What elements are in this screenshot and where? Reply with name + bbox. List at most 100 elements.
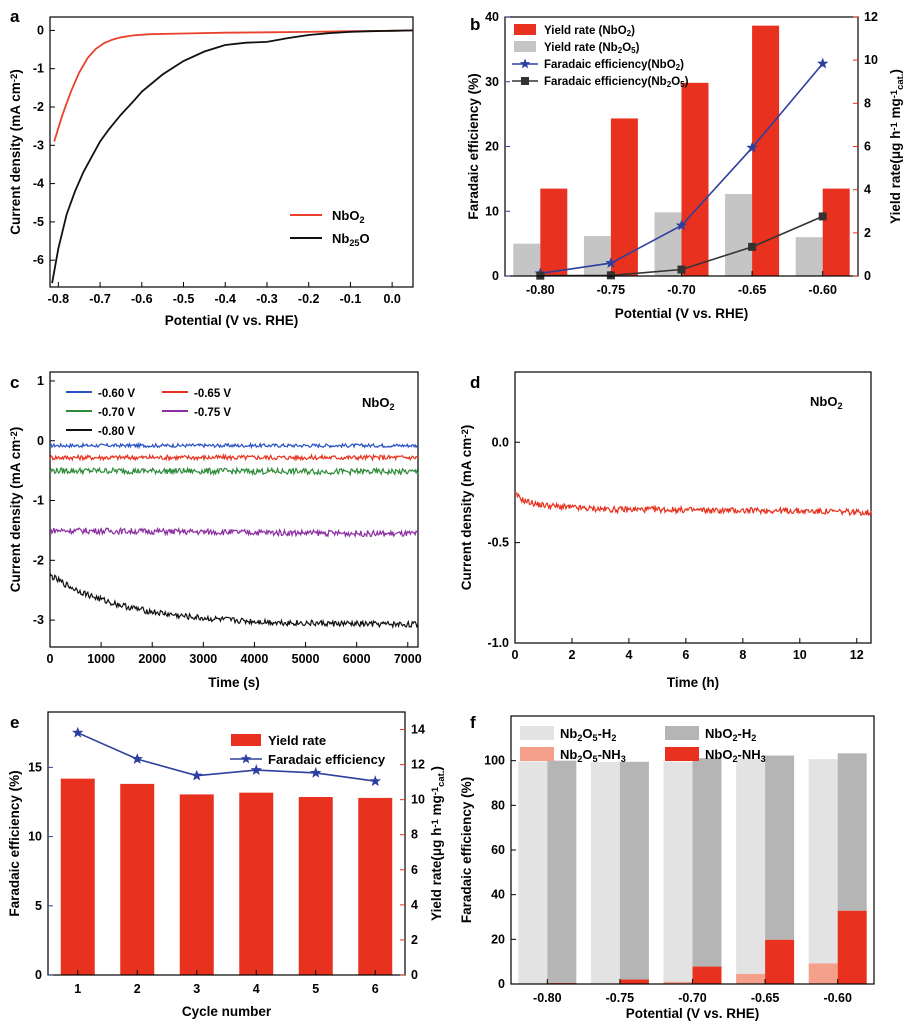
x-tick-label-e: 2 bbox=[134, 982, 141, 996]
y2-tick-label-e: 6 bbox=[411, 863, 418, 877]
x-tick-label-a: -0.3 bbox=[256, 292, 278, 306]
x-tick-label-c: 7000 bbox=[394, 652, 422, 666]
x-tick-label-b: -0.80 bbox=[526, 283, 555, 297]
legend-label-b-0: Yield rate (NbO2) bbox=[544, 25, 635, 38]
plot-frame-c bbox=[49, 371, 419, 648]
x-tick-label-e: 1 bbox=[74, 982, 81, 996]
x-tick-label-d: 12 bbox=[850, 648, 864, 662]
panel-label-f: f bbox=[470, 713, 476, 732]
panel-label-e: e bbox=[10, 713, 19, 732]
marker-square-b bbox=[748, 242, 757, 251]
y2-tick-label-b: 10 bbox=[864, 53, 878, 67]
legend-label-c-4: -0.80 V bbox=[98, 426, 135, 438]
bar-f-nbo2-h2 bbox=[765, 755, 795, 940]
marker-star-e bbox=[72, 726, 84, 738]
bar-e bbox=[120, 783, 155, 975]
bar-b-nb2o5 bbox=[583, 236, 611, 276]
y-tick-label-a: -6 bbox=[33, 253, 44, 267]
legend-label-a-1: Nb25O bbox=[332, 231, 370, 248]
bar-b-nb2o5 bbox=[654, 212, 682, 276]
marker-square-b bbox=[606, 271, 615, 280]
y2-tick-label-b: 8 bbox=[864, 96, 871, 110]
legend-swatch-f-0 bbox=[520, 726, 554, 740]
bar-f-nb2o5-h2 bbox=[518, 761, 548, 984]
x-tick-label-c: 1000 bbox=[87, 652, 115, 666]
legend-swatch-f-1 bbox=[665, 726, 699, 740]
bar-f-nbo2-h2 bbox=[547, 760, 577, 984]
x-axis-label-f: Potential (V vs. RHE) bbox=[626, 1006, 760, 1021]
plot-frame-a bbox=[49, 16, 414, 288]
x-axis-label-a: Potential (V vs. RHE) bbox=[165, 313, 299, 328]
series-line-a-0 bbox=[53, 29, 414, 142]
legend-label-f-1: NbO2-H2 bbox=[705, 726, 756, 743]
y-tick-label-b: 0 bbox=[492, 269, 499, 283]
y-tick-label-f: 40 bbox=[491, 888, 505, 902]
y-axis-label-b: Faradaic efficiency (%) bbox=[466, 73, 481, 219]
x-tick-label-a: -0.5 bbox=[173, 292, 195, 306]
bar-b-nb2o5 bbox=[725, 193, 753, 276]
bar-f-nb2o5-h2 bbox=[663, 761, 693, 982]
x-tick-label-c: 6000 bbox=[343, 652, 371, 666]
y-tick-label-e: 10 bbox=[28, 830, 42, 844]
y-tick-label-d: -0.5 bbox=[487, 536, 509, 550]
y2-tick-label-e: 10 bbox=[411, 793, 425, 807]
panel-b: -0.80 -0.75 -0.70 -0.65 -0.60 0 10 20 30 40 0 2 4 6 8 1… bbox=[466, 10, 906, 321]
legend-label-f-0: Nb2O5-H2 bbox=[560, 726, 616, 743]
panel-c: 0 1000 2000 3000 4000 5000 6000 7000 1 0 -1 -2 -3 Tim… bbox=[8, 371, 422, 690]
marker-star-e bbox=[250, 764, 262, 775]
y-tick-label-e: 0 bbox=[35, 968, 42, 982]
bar-f-nb2o5-h2 bbox=[736, 758, 766, 974]
legend-label-b-3: Faradaic efficiency(Nb2O5) bbox=[544, 76, 689, 89]
annotation-c: NbO2 bbox=[362, 395, 395, 412]
marker-star-b bbox=[746, 141, 758, 153]
x-tick-label-a: 0.0 bbox=[383, 292, 400, 306]
y-tick-label-c: 1 bbox=[37, 374, 44, 388]
legend-swatch-b-0 bbox=[514, 24, 536, 35]
bar-f-nb2o5-nh3 bbox=[736, 973, 766, 984]
y-tick-label-b: 20 bbox=[485, 140, 499, 154]
y-tick-label-f: 100 bbox=[484, 754, 505, 768]
x-tick-label-e: 4 bbox=[253, 982, 260, 996]
legend-swatch-e-0 bbox=[231, 734, 261, 746]
legend-label-c-3: -0.75 V bbox=[194, 407, 231, 419]
bar-f-nbo2-nh3 bbox=[765, 939, 795, 984]
x-tick-label-b: -0.60 bbox=[808, 283, 837, 297]
x-tick-label-a: -0.6 bbox=[131, 292, 153, 306]
y-tick-label-b: 40 bbox=[485, 10, 499, 24]
y-tick-label-e: 5 bbox=[35, 899, 42, 913]
bar-f-nbo2-nh3 bbox=[837, 910, 867, 984]
x-tick-label-f: -0.60 bbox=[823, 991, 852, 1005]
bar-b-nbo2 bbox=[610, 118, 638, 276]
y-tick-label-c: 0 bbox=[37, 434, 44, 448]
x-tick-label-d: 8 bbox=[739, 648, 746, 662]
y-tick-label-a: -1 bbox=[33, 62, 44, 76]
x-tick-label-a: -0.4 bbox=[214, 292, 236, 306]
series-line-e bbox=[77, 732, 376, 782]
y2-tick-label-e: 8 bbox=[411, 828, 418, 842]
x-tick-label-a: -0.7 bbox=[89, 292, 111, 306]
x-tick-label-b: -0.70 bbox=[667, 283, 696, 297]
series-line-c-1 bbox=[49, 452, 419, 462]
legend-swatch-f-3 bbox=[665, 747, 699, 761]
y2-tick-label-e: 14 bbox=[411, 723, 425, 737]
legend-label-e-1: Faradaic efficiency bbox=[268, 752, 386, 767]
y-tick-label-f: 80 bbox=[491, 798, 505, 812]
y2-tick-label-b: 2 bbox=[864, 226, 871, 240]
panel-label-d: d bbox=[470, 373, 480, 392]
y2-axis-label-e: Yield rate(μg h-1 mg-1cat.) bbox=[429, 766, 447, 921]
y-tick-label-c: -1 bbox=[33, 494, 44, 508]
marker-star-e bbox=[310, 766, 322, 778]
bar-b-nb2o5 bbox=[795, 237, 823, 276]
bar-e bbox=[298, 797, 333, 975]
y2-tick-label-b: 6 bbox=[864, 140, 871, 154]
y-tick-label-f: 0 bbox=[498, 977, 505, 991]
x-axis-label-c: Time (s) bbox=[208, 675, 260, 690]
x-tick-label-d: 10 bbox=[793, 648, 807, 662]
y-tick-label-f: 60 bbox=[491, 843, 505, 857]
legend-swatch-b-1 bbox=[514, 41, 536, 52]
legend-label-c-1: -0.65 V bbox=[194, 388, 231, 400]
legend-c: -0.60 V -0.65 V -0.70 V -0.75 V -0.80 V bbox=[66, 388, 231, 438]
y-axis-label-f: Faradaic efficiency (%) bbox=[459, 777, 474, 923]
y-axis-label-c: Current density (mA cm-2) bbox=[8, 427, 23, 592]
